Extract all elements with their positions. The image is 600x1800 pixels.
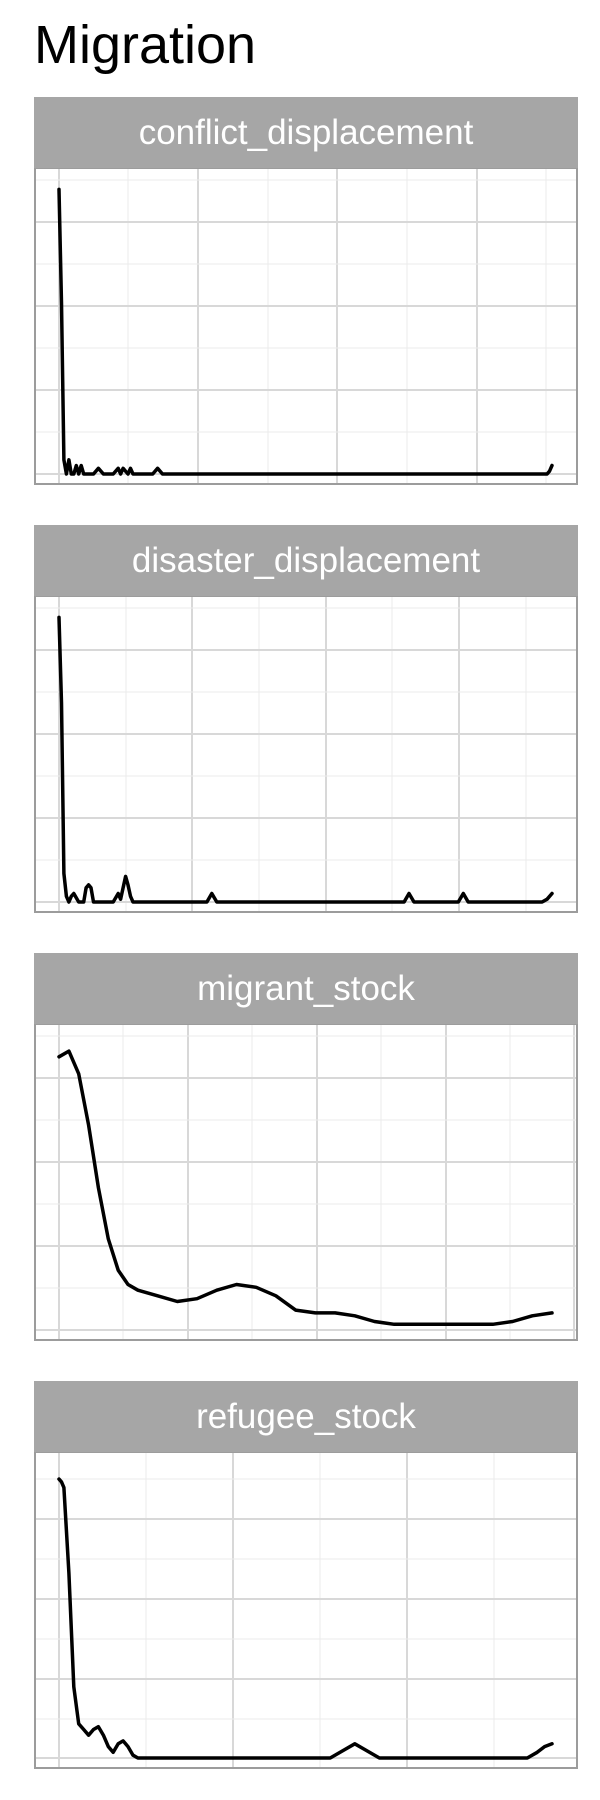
series-line [57, 1477, 554, 1760]
grid [34, 1024, 578, 1341]
facet-panel-migrant-stock: migrant_stock [34, 953, 578, 1341]
line-chart [34, 596, 578, 913]
panel-border [34, 596, 578, 913]
plot-area [34, 168, 578, 485]
panel-border [34, 168, 578, 485]
panel-border [34, 1024, 578, 1341]
plot-area [34, 596, 578, 913]
series-line [57, 1049, 554, 1327]
line-chart [34, 168, 578, 485]
facet-panel-disaster-displacement: disaster_displacement [34, 525, 578, 913]
line-chart [34, 1452, 578, 1769]
series-line [57, 615, 554, 904]
facet-strip-label: disaster_displacement [34, 525, 578, 596]
grid [34, 1452, 578, 1769]
line-chart [34, 1024, 578, 1341]
grid [34, 168, 578, 485]
page-title: Migration [34, 15, 257, 75]
plot-area [34, 1024, 578, 1341]
grid [34, 596, 578, 913]
series-line [57, 187, 554, 476]
facet-panel-refugee-stock: refugee_stock [34, 1381, 578, 1769]
facet-strip-label: refugee_stock [34, 1381, 578, 1452]
facet-strip-label: conflict_displacement [34, 97, 578, 168]
facet-panel-conflict-displacement: conflict_displacement [34, 97, 578, 485]
facet-strip-label: migrant_stock [34, 953, 578, 1024]
plot-area [34, 1452, 578, 1769]
panel-border [34, 1452, 578, 1769]
